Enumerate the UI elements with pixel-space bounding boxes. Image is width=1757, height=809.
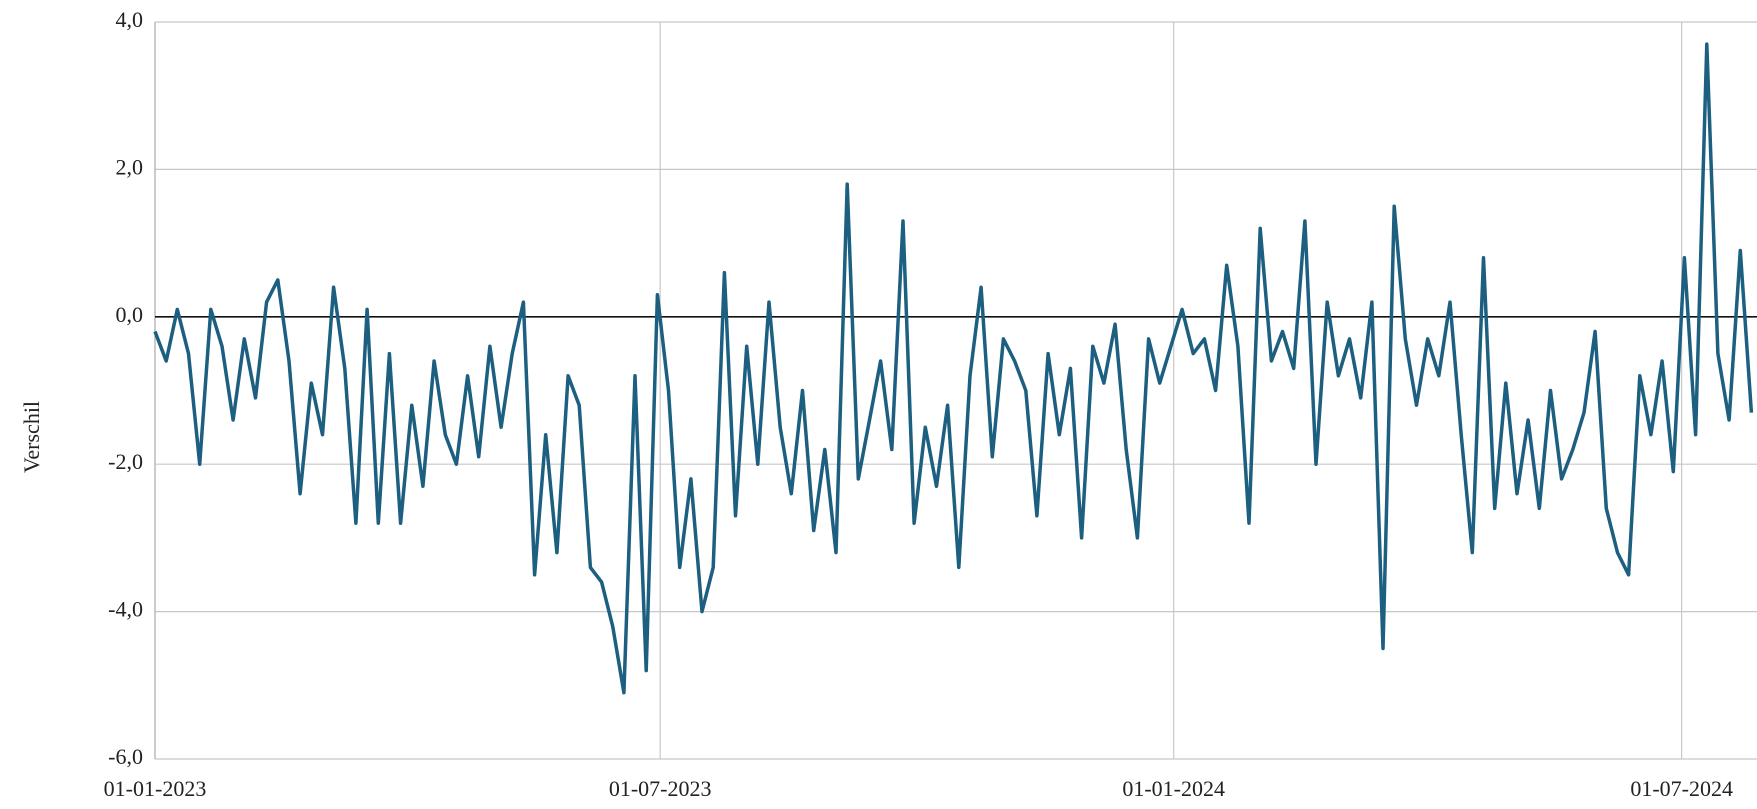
x-tick-label: 01-01-2024 — [1122, 776, 1225, 801]
y-tick-label: 4,0 — [116, 7, 144, 32]
y-tick-label: -6,0 — [108, 744, 143, 769]
y-axis-label: Verschil — [19, 401, 44, 473]
x-tick-label: 01-07-2023 — [609, 776, 712, 801]
y-tick-label: -2,0 — [108, 449, 143, 474]
y-tick-label: 0,0 — [116, 302, 144, 327]
data-line — [153, 42, 1754, 695]
y-tick-label: 2,0 — [116, 154, 144, 179]
x-tick-label: 01-01-2023 — [104, 776, 207, 801]
y-tick-label: -4,0 — [108, 597, 143, 622]
x-tick-label: 01-07-2024 — [1630, 776, 1733, 801]
